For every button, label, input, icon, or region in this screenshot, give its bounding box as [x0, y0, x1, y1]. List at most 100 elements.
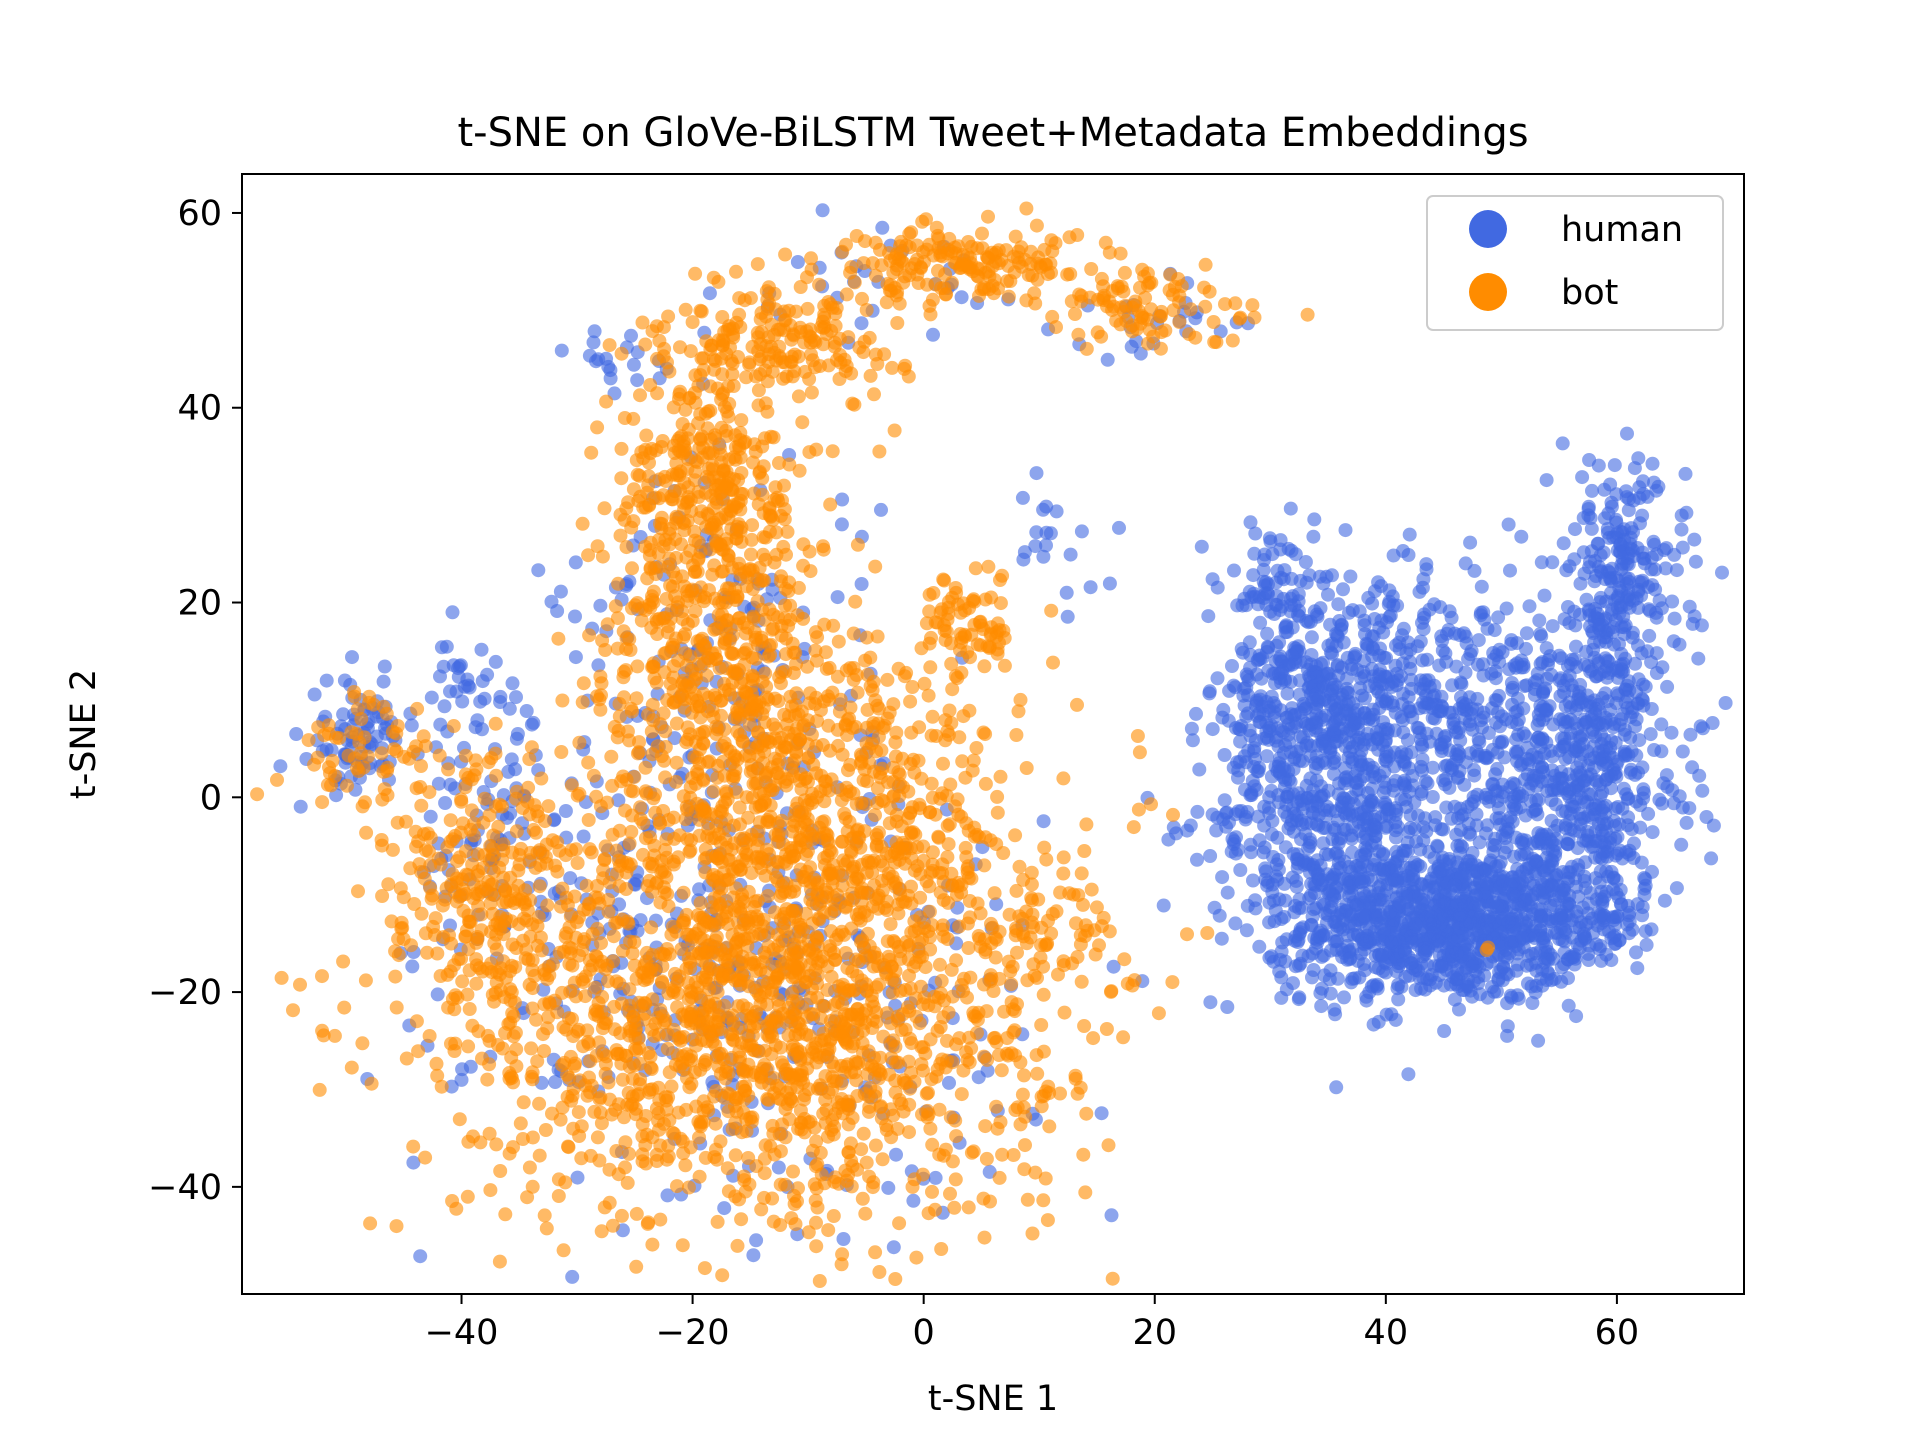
- human-point: [1519, 626, 1534, 641]
- bot-point: [660, 1041, 675, 1056]
- human-point: [570, 1170, 585, 1185]
- human-point: [1239, 923, 1254, 938]
- human-point: [1492, 688, 1506, 703]
- human-point: [1314, 789, 1329, 804]
- human-point: [1369, 820, 1384, 835]
- human-point: [1497, 750, 1512, 765]
- human-point: [1555, 436, 1570, 451]
- human-point: [502, 701, 517, 716]
- human-point: [1342, 889, 1357, 904]
- human-point: [1396, 621, 1411, 636]
- human-point: [1431, 934, 1446, 948]
- human-point: [1620, 792, 1635, 807]
- human-point: [1383, 904, 1397, 919]
- human-point: [1537, 588, 1552, 603]
- human-point: [1389, 863, 1404, 878]
- human-point: [1357, 691, 1372, 706]
- human-point: [1242, 635, 1257, 650]
- human-point: [531, 563, 546, 578]
- bot-point: [620, 1175, 635, 1190]
- bot-point: [973, 906, 988, 921]
- human-point: [1694, 618, 1709, 633]
- human-point: [1294, 793, 1309, 808]
- human-point: [1401, 1067, 1416, 1082]
- human-point: [1374, 949, 1389, 964]
- human-point: [1263, 534, 1278, 549]
- human-point: [1291, 587, 1306, 602]
- human-point: [1354, 875, 1369, 890]
- bot-point: [948, 1172, 963, 1187]
- human-point: [1654, 717, 1669, 732]
- human-point: [1379, 819, 1394, 834]
- human-point: [509, 690, 523, 705]
- human-point: [881, 1180, 896, 1195]
- human-point: [875, 220, 890, 235]
- human-point: [1629, 945, 1643, 960]
- human-point: [626, 357, 641, 372]
- human-point: [377, 659, 392, 674]
- human-point: [1306, 860, 1321, 875]
- human-point: [1221, 713, 1236, 728]
- human-point: [1378, 780, 1393, 795]
- bot-point: [315, 969, 329, 984]
- human-point: [1307, 512, 1322, 527]
- human-point: [1547, 768, 1562, 783]
- bot-point: [730, 1238, 745, 1253]
- bot-point: [1040, 1213, 1055, 1228]
- human-point: [475, 722, 489, 737]
- human-point: [1240, 898, 1255, 913]
- bot-point: [826, 1209, 841, 1223]
- human-point: [1338, 523, 1353, 538]
- human-point: [1365, 662, 1379, 676]
- human-point: [1239, 680, 1254, 695]
- human-point: [1503, 810, 1518, 825]
- human-point: [1203, 995, 1218, 1010]
- human-point: [1441, 623, 1456, 637]
- human-point: [1500, 1019, 1515, 1034]
- bot-point: [892, 1216, 907, 1231]
- bot-point: [1053, 1086, 1067, 1101]
- human-point: [1559, 563, 1574, 578]
- bot-point: [661, 1149, 676, 1164]
- human-point: [1585, 810, 1600, 825]
- human-point: [1356, 957, 1371, 972]
- human-point: [1133, 346, 1148, 361]
- human-point: [1276, 591, 1291, 606]
- bot-point: [1077, 844, 1092, 858]
- human-point: [1236, 645, 1250, 660]
- bot-point: [551, 1189, 566, 1203]
- human-point: [1528, 919, 1543, 934]
- human-point: [1328, 914, 1343, 929]
- human-point: [404, 718, 419, 733]
- human-point: [1029, 466, 1044, 481]
- human-point: [1340, 938, 1355, 953]
- human-point: [1280, 686, 1295, 701]
- human-point: [1531, 1033, 1546, 1048]
- human-point: [1262, 895, 1277, 910]
- bot-point: [1105, 1271, 1120, 1286]
- human-point: [1216, 702, 1231, 717]
- human-point: [1341, 685, 1356, 700]
- human-point: [1190, 852, 1204, 867]
- human-point: [1274, 990, 1289, 1005]
- human-point: [1563, 949, 1578, 964]
- human-point: [1194, 539, 1209, 554]
- bot-point: [537, 1044, 551, 1058]
- human-point: [1594, 835, 1609, 849]
- bot-point: [1034, 1018, 1049, 1032]
- human-point: [906, 1193, 921, 1208]
- human-point: [1597, 482, 1612, 497]
- human-point: [1203, 849, 1218, 863]
- bot-point: [525, 1001, 540, 1016]
- human-point: [1644, 702, 1659, 716]
- human-point: [1607, 458, 1622, 473]
- human-point: [1520, 751, 1535, 766]
- human-point: [836, 1232, 851, 1246]
- human-point: [1427, 597, 1442, 612]
- bot-point: [692, 1130, 706, 1145]
- human-point: [1635, 693, 1650, 708]
- human-point: [1438, 646, 1453, 661]
- bot-point: [594, 1224, 609, 1239]
- human-point: [1472, 735, 1487, 750]
